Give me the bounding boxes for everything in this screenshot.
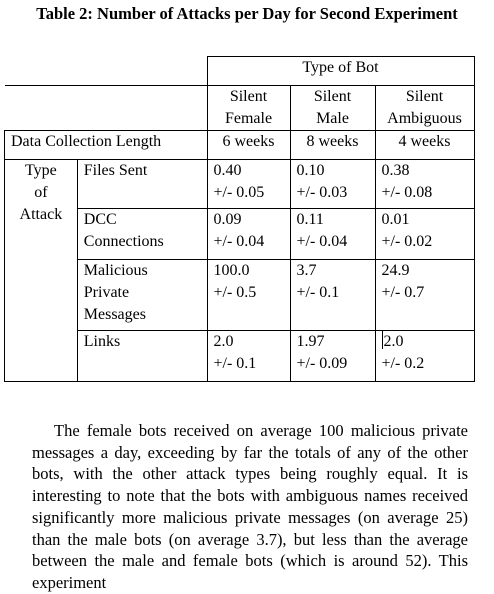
cell-dcc-ambiguous: 0.01 +/- 0.02 <box>374 208 475 260</box>
data-collection-male: 8 weeks <box>289 130 376 160</box>
table-corner-blank-2 <box>4 85 208 131</box>
cell-malicious-female: 100.0 +/- 0.5 <box>206 259 291 331</box>
cell-dcc-female: 0.09 +/- 0.04 <box>206 208 291 260</box>
column-header-female: Silent Female <box>206 85 291 131</box>
data-collection-ambiguous: 4 weeks <box>374 130 475 160</box>
cell-files-female: 0.40 +/- 0.05 <box>206 159 291 209</box>
cell-files-ambiguous: 0.38 +/- 0.08 <box>374 159 475 209</box>
attacks-table: Type of Bot Silent Female Silent Male Si… <box>4 56 475 382</box>
data-collection-female: 6 weeks <box>206 130 291 160</box>
row-label-dcc: DCC Connections <box>76 208 208 260</box>
data-collection-label: Data Collection Length <box>4 130 208 160</box>
cell-links-ambiguous: 2.0 +/- 0.2 <box>374 330 475 382</box>
cell-malicious-ambiguous: 24.9 +/- 0.7 <box>374 259 475 331</box>
table-caption: Table 2: Number of Attacks per Day for S… <box>36 4 458 23</box>
body-paragraph: The female bots received on average 100 … <box>32 421 468 592</box>
text-cursor <box>381 331 383 349</box>
type-of-attack-label: Type of Attack <box>4 159 78 382</box>
column-header-male: Silent Male <box>289 85 376 131</box>
table-corner-blank <box>4 56 208 86</box>
row-label-files-sent: Files Sent <box>76 159 208 209</box>
cell-malicious-male: 3.7 +/- 0.1 <box>289 259 376 331</box>
row-label-links: Links <box>76 330 208 382</box>
type-of-bot-header: Type of Bot <box>206 56 475 86</box>
row-label-malicious: Malicious Private Messages <box>76 259 208 331</box>
cell-files-male: 0.10 +/- 0.03 <box>289 159 376 209</box>
column-header-ambiguous: Silent Ambiguous <box>374 85 475 131</box>
cell-links-male: 1.97 +/- 0.09 <box>289 330 376 382</box>
cell-dcc-male: 0.11 +/- 0.04 <box>289 208 376 260</box>
cell-links-female: 2.0 +/- 0.1 <box>206 330 291 382</box>
